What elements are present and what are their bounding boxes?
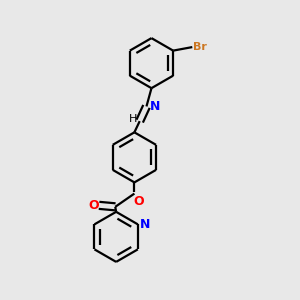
Text: Br: Br xyxy=(193,42,207,52)
Text: N: N xyxy=(150,100,160,113)
Text: O: O xyxy=(134,195,144,208)
Text: O: O xyxy=(88,199,99,212)
Text: N: N xyxy=(140,218,151,231)
Text: H: H xyxy=(128,114,137,124)
